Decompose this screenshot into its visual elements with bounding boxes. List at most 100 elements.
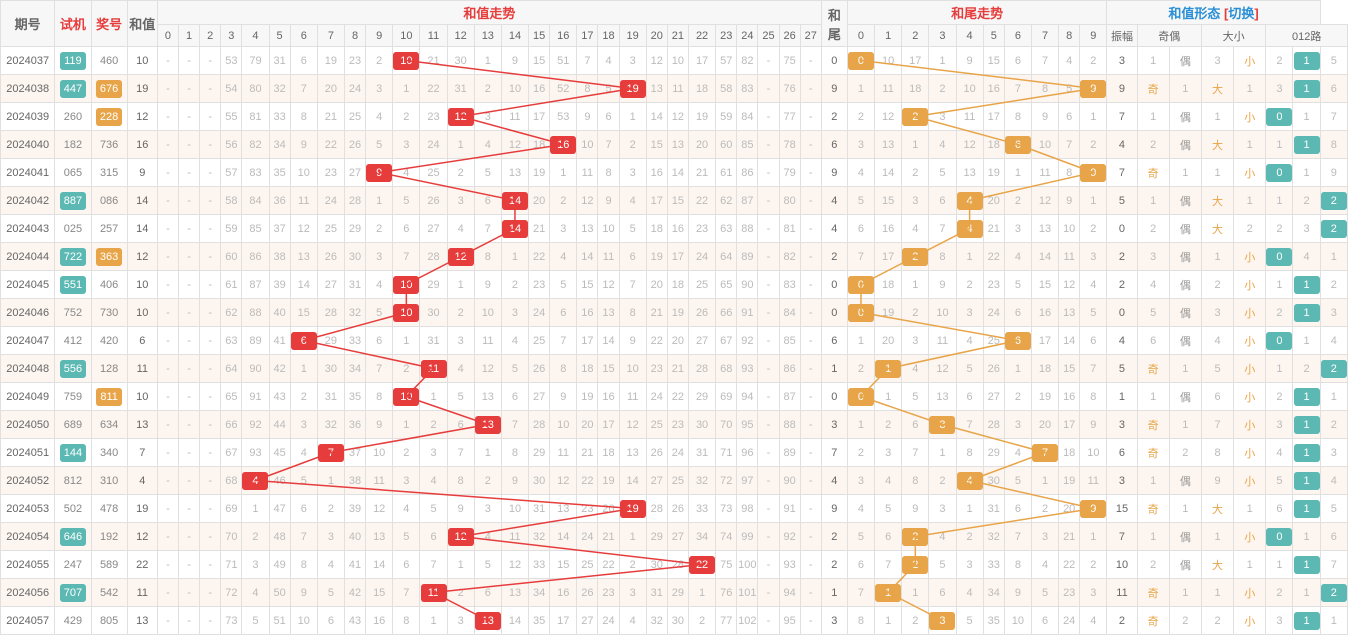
hw-node: 0 xyxy=(847,271,874,299)
cell-dx-small: 小 xyxy=(1234,243,1266,271)
hw-cell: 2 xyxy=(956,523,983,551)
hz-cell: 15 xyxy=(646,131,667,159)
cell-hezhi: 19 xyxy=(127,495,157,523)
hz-cell: - xyxy=(157,103,178,131)
hz-cell: 26 xyxy=(420,187,447,215)
hdr-hw-1: 1 xyxy=(875,25,902,47)
hw-cell: 17 xyxy=(1059,411,1080,439)
hw-cell: 9 xyxy=(1004,579,1031,607)
hz-cell: 7 xyxy=(577,47,598,75)
cell-hezhi: 7 xyxy=(127,439,157,467)
hw-node: 2 xyxy=(902,523,929,551)
hz-cell: 27 xyxy=(344,159,365,187)
hz-cell: 4 xyxy=(393,159,420,187)
hz-cell: 2 xyxy=(317,495,344,523)
cell-shiji: 025 xyxy=(55,215,91,243)
hz-cell: 5 xyxy=(366,299,393,327)
hz-cell: 13 xyxy=(550,495,577,523)
cell-jo-n: 4 xyxy=(1137,271,1169,299)
cell-period: 2024046 xyxy=(1,299,55,327)
hz-cell: 17 xyxy=(577,327,598,355)
hz-cell: 11 xyxy=(619,383,646,411)
hw-cell: 19 xyxy=(983,159,1004,187)
hz-cell: - xyxy=(157,551,178,579)
hz-cell: 34 xyxy=(269,131,290,159)
hz-cell: 12 xyxy=(501,131,528,159)
hz-cell: - xyxy=(800,47,821,75)
hw-cell: 14 xyxy=(875,159,902,187)
hw-cell: 25 xyxy=(983,327,1004,355)
cell-hezhi: 11 xyxy=(127,355,157,383)
hz-cell: 26 xyxy=(667,495,688,523)
cell-dx-n: 2 xyxy=(1201,271,1233,299)
hw-cell: 34 xyxy=(983,579,1004,607)
hz-cell: 24 xyxy=(317,187,344,215)
hz-node: 10 xyxy=(393,383,420,411)
cell-012: 3 xyxy=(1320,299,1347,327)
hz-cell: 6 xyxy=(290,495,317,523)
hw-cell: 18 xyxy=(1031,355,1058,383)
hz-cell: 1 xyxy=(501,243,528,271)
hw-cell: 21 xyxy=(983,215,1004,243)
hz-cell: 29 xyxy=(344,215,365,243)
hdr-hz-10: 10 xyxy=(393,25,420,47)
hz-cell: 15 xyxy=(550,551,577,579)
switch-link[interactable]: 切换 xyxy=(1228,6,1254,21)
hz-cell: 42 xyxy=(269,355,290,383)
hw-cell: 6 xyxy=(1004,299,1031,327)
hz-cell: 2 xyxy=(550,187,577,215)
hw-cell: 5 xyxy=(929,159,956,187)
hz-cell: 59 xyxy=(221,215,242,243)
table-row: 20240474124206---63894162933613131142571… xyxy=(1,327,1348,355)
hw-cell: 4 xyxy=(1004,243,1031,271)
hz-cell: 97 xyxy=(737,467,758,495)
cell-012: 3 xyxy=(1266,75,1293,103)
hz-cell: 23 xyxy=(344,47,365,75)
hz-cell: - xyxy=(200,103,221,131)
hz-cell: 87 xyxy=(779,383,800,411)
cell-012-hl: 2 xyxy=(1320,355,1347,383)
hz-cell: 95 xyxy=(779,607,800,635)
cell-jianghao: 128 xyxy=(91,355,127,383)
cell-zhenfu: 3 xyxy=(1107,411,1137,439)
cell-zhenfu: 1 xyxy=(1107,383,1137,411)
hw-cell: 10 xyxy=(1031,131,1058,159)
cell-012: 1 xyxy=(1266,355,1293,383)
hz-cell: 6 xyxy=(619,243,646,271)
hw-cell: 9 xyxy=(1031,103,1058,131)
hz-cell: - xyxy=(800,495,821,523)
hw-cell: 33 xyxy=(983,551,1004,579)
cell-012-hl: 0 xyxy=(1266,159,1293,187)
hz-node: 10 xyxy=(393,299,420,327)
hz-cell: - xyxy=(800,383,821,411)
cell-shiji: 812 xyxy=(55,467,91,495)
hz-cell: 96 xyxy=(737,439,758,467)
hz-cell: 3 xyxy=(290,411,317,439)
trend-table-wrap: 期号 试机 奖号 和值 和值走势 和尾 和尾走势 和值形态 [切换] 01234… xyxy=(0,0,1348,635)
cell-jo-n: 6 xyxy=(1137,327,1169,355)
hz-cell: 31 xyxy=(344,271,365,299)
hz-cell: 4 xyxy=(447,215,474,243)
hz-cell: 1 xyxy=(447,271,474,299)
hz-cell: 3 xyxy=(474,495,501,523)
hz-cell: 57 xyxy=(716,47,737,75)
cell-jianghao: 634 xyxy=(91,411,127,439)
cell-hewei: 1 xyxy=(821,355,847,383)
hz-cell: 63 xyxy=(716,215,737,243)
hz-cell: - xyxy=(800,551,821,579)
cell-jo-odd: 奇 xyxy=(1137,495,1169,523)
hw-cell: 4 xyxy=(1004,439,1031,467)
cell-jianghao: 228 xyxy=(91,103,127,131)
cell-hewei: 2 xyxy=(821,551,847,579)
cell-012: 1 xyxy=(1266,271,1293,299)
cell-012: 3 xyxy=(1266,607,1293,635)
hz-cell: 26 xyxy=(646,439,667,467)
hz-cell: 24 xyxy=(598,607,619,635)
cell-012: 2 xyxy=(1266,299,1293,327)
cell-zhenfu: 0 xyxy=(1107,299,1137,327)
cell-012: 3 xyxy=(1293,215,1320,243)
hz-cell: 8 xyxy=(447,467,474,495)
hz-cell: - xyxy=(157,355,178,383)
hw-cell: 8 xyxy=(1004,103,1031,131)
hz-node: 11 xyxy=(420,579,447,607)
